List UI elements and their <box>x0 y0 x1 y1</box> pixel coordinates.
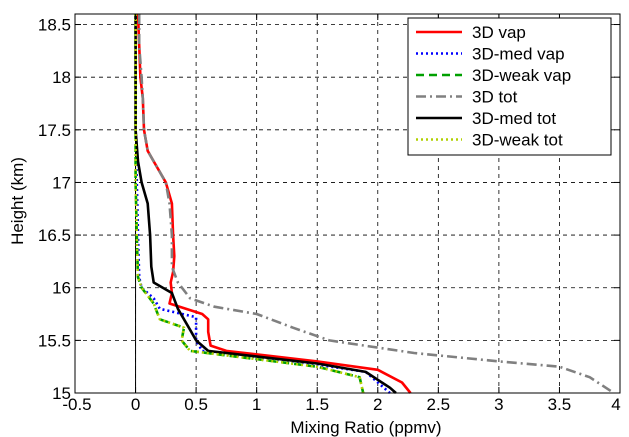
x-tick-label: 1.5 <box>305 395 329 414</box>
y-tick-label: 18.5 <box>38 16 71 35</box>
y-tick-label: 15 <box>52 384 71 403</box>
y-tick-labels: 15 15.5 16 16.5 17 17.5 18 18.5 <box>38 16 71 403</box>
y-tick-label: 15.5 <box>38 331 71 350</box>
x-tick-label: -0.5 <box>62 395 91 414</box>
x-tick-label: 3 <box>494 395 503 414</box>
legend-entry-label: 3D-med tot <box>472 109 556 128</box>
series-line-3d-med-tot <box>134 14 397 394</box>
legend-entry-label: 3D-med vap <box>472 45 565 64</box>
series-line-3d-weak-vap <box>134 14 365 394</box>
y-tick-label: 17 <box>52 173 71 192</box>
series-line-3d-vap <box>136 13 412 394</box>
legend-entry-label: 3D vap <box>472 23 526 42</box>
series-line-3d-tot <box>137 14 615 395</box>
legend-entry-label: 3D tot <box>472 88 518 107</box>
legend: 3D vap 3D-med vap 3D-weak vap 3D tot 3D-med … <box>407 17 612 156</box>
x-tick-labels: -0.5 0 0.5 1 1.5 2 2.5 3 3.5 4 <box>62 395 620 414</box>
y-tick-label: 17.5 <box>38 121 71 140</box>
y-tick-label: 16.5 <box>38 226 71 245</box>
y-tick-label: 16 <box>52 279 71 298</box>
y-axis-label: Height (km) <box>8 157 27 245</box>
x-tick-label: 4 <box>611 395 620 414</box>
legend-entry-label: 3D-weak tot <box>472 131 563 150</box>
x-tick-label: 3.5 <box>548 395 572 414</box>
legend-box <box>407 17 612 156</box>
series-group <box>134 13 615 395</box>
legend-entry-label: 3D-weak vap <box>472 66 571 85</box>
x-tick-label: 0 <box>131 395 140 414</box>
x-tick-label: 2.5 <box>427 395 451 414</box>
x-axis-label: Mixing Ratio (ppmv) <box>290 418 441 437</box>
x-tick-label: 2 <box>373 395 382 414</box>
y-tick-label: 18 <box>52 68 71 87</box>
ticks <box>74 14 621 394</box>
x-tick-label: 0.5 <box>184 395 208 414</box>
x-tick-label: 1 <box>252 395 261 414</box>
plot-frame <box>74 13 621 394</box>
